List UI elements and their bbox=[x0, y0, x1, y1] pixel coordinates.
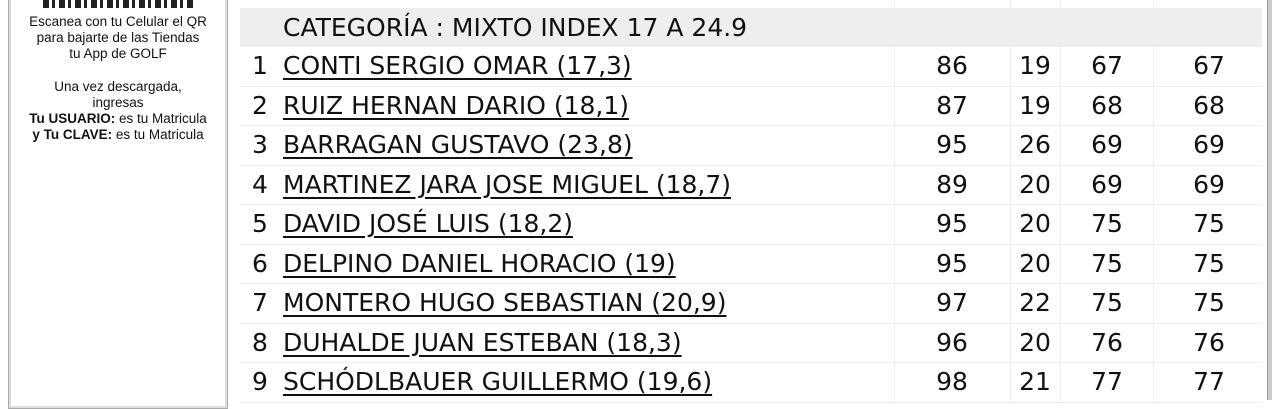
total-score: 75 bbox=[1193, 209, 1225, 238]
position: 4 bbox=[252, 169, 268, 199]
player-link[interactable]: BARRAGAN GUSTAVO (23,8) bbox=[283, 130, 633, 159]
position: 8 bbox=[252, 327, 268, 357]
position: 7 bbox=[252, 288, 268, 317]
gross-score: 87 bbox=[936, 90, 968, 120]
handicap: 20 bbox=[1019, 327, 1051, 357]
info-text: Una vez descargada, bbox=[54, 79, 182, 94]
net-score: 69 bbox=[1091, 130, 1123, 159]
table-row: 6 DELPINO DANIEL HORACIO (19) 95 20 75 75 bbox=[240, 245, 1262, 284]
table-row: 3 BARRAGAN GUSTAVO (23,8) 95 26 69 69 bbox=[240, 126, 1262, 166]
user-label: Tu USUARIO: bbox=[29, 111, 116, 126]
player-link[interactable]: CONTI SERGIO OMAR (17,3) bbox=[283, 51, 632, 80]
net-score: 75 bbox=[1091, 288, 1123, 317]
player-link[interactable]: MARTINEZ JARA JOSE MIGUEL (18,7) bbox=[283, 169, 731, 199]
total-score: 69 bbox=[1193, 169, 1225, 199]
net-score: 68 bbox=[1091, 90, 1123, 120]
handicap: 21 bbox=[1019, 367, 1051, 396]
results-table: CATEGORÍA : MIXTO INDEX 17 A 24.9 1 CONTI… bbox=[240, 0, 1262, 403]
gross-score: 89 bbox=[936, 169, 968, 199]
total-score: 76 bbox=[1193, 327, 1225, 357]
net-score: 69 bbox=[1091, 169, 1123, 199]
position: 2 bbox=[252, 90, 268, 120]
position: 1 bbox=[252, 51, 268, 80]
info-text: tu App de GOLF bbox=[69, 46, 167, 61]
table-row-partial bbox=[240, 0, 1262, 9]
position: 3 bbox=[252, 130, 268, 159]
info-text: ingresas bbox=[92, 95, 144, 110]
category-header: CATEGORÍA : MIXTO INDEX 17 A 24.9 bbox=[240, 9, 1262, 47]
gross-score: 95 bbox=[936, 130, 968, 159]
table-row: 5 DAVID JOSÉ LUIS (18,2) 95 20 75 75 bbox=[240, 205, 1262, 245]
gross-score: 95 bbox=[936, 248, 968, 278]
table-row: 1 CONTI SERGIO OMAR (17,3) 86 19 67 67 bbox=[240, 47, 1262, 87]
total-score: 75 bbox=[1193, 288, 1225, 317]
pass-label: y Tu CLAVE: bbox=[32, 127, 113, 142]
pass-info: y Tu CLAVE: es tu Matricula bbox=[9, 127, 227, 143]
info-text: Escanea con tu Celular el QR bbox=[29, 14, 207, 29]
handicap: 22 bbox=[1019, 288, 1051, 317]
gross-score: 96 bbox=[936, 327, 968, 357]
net-score: 75 bbox=[1091, 209, 1123, 238]
position: 6 bbox=[252, 248, 268, 278]
info-text: para bajarte de las Tiendas bbox=[36, 30, 200, 45]
total-score: 67 bbox=[1193, 51, 1225, 80]
handicap: 19 bbox=[1019, 90, 1051, 120]
player-link[interactable]: DELPINO DANIEL HORACIO (19) bbox=[283, 248, 676, 278]
table-row: 4 MARTINEZ JARA JOSE MIGUEL (18,7) 89 20 69 6… bbox=[240, 166, 1262, 205]
handicap: 20 bbox=[1019, 169, 1051, 199]
player-link[interactable]: RUIZ HERNAN DARIO (18,1) bbox=[283, 90, 629, 120]
total-score: 77 bbox=[1193, 367, 1225, 396]
user-text: es tu Matricula bbox=[115, 111, 207, 126]
gross-score: 98 bbox=[936, 367, 968, 396]
net-score: 75 bbox=[1091, 248, 1123, 278]
player-link[interactable]: MONTERO HUGO SEBASTIAN (20,9) bbox=[283, 288, 727, 317]
total-score: 75 bbox=[1193, 248, 1225, 278]
net-score: 76 bbox=[1091, 327, 1123, 357]
user-info: Tu USUARIO: es tu Matricula bbox=[9, 111, 227, 127]
table-row: 2 RUIZ HERNAN DARIO (18,1) 87 19 68 68 bbox=[240, 87, 1262, 126]
scrollbar[interactable] bbox=[1267, 0, 1272, 400]
player-link[interactable]: DAVID JOSÉ LUIS (18,2) bbox=[283, 209, 573, 238]
app-info-panel: Escanea con tu Celular el QR para bajart… bbox=[8, 0, 228, 409]
player-link[interactable]: DUHALDE JUAN ESTEBAN (18,3) bbox=[283, 327, 682, 357]
handicap: 19 bbox=[1019, 51, 1051, 80]
handicap: 20 bbox=[1019, 209, 1051, 238]
net-score: 67 bbox=[1091, 51, 1123, 80]
gross-score: 86 bbox=[936, 51, 968, 80]
pass-text: es tu Matricula bbox=[112, 127, 204, 142]
table-row: 7 MONTERO HUGO SEBASTIAN (20,9) 97 22 75 75 bbox=[240, 284, 1262, 324]
position: 5 bbox=[252, 209, 268, 238]
handicap: 20 bbox=[1019, 248, 1051, 278]
table-row: 8 DUHALDE JUAN ESTEBAN (18,3) 96 20 76 76 bbox=[240, 324, 1262, 363]
total-score: 68 bbox=[1193, 90, 1225, 120]
table-row: 9 SCHÓDLBAUER GUILLERMO (19,6) 98 21 77 77 bbox=[240, 363, 1262, 403]
gross-score: 95 bbox=[936, 209, 968, 238]
total-score: 69 bbox=[1193, 130, 1225, 159]
gross-score: 97 bbox=[936, 288, 968, 317]
handicap: 26 bbox=[1019, 130, 1051, 159]
net-score: 77 bbox=[1091, 367, 1123, 396]
qr-code bbox=[43, 0, 193, 8]
player-link[interactable]: SCHÓDLBAUER GUILLERMO (19,6) bbox=[283, 367, 713, 396]
position: 9 bbox=[252, 367, 268, 396]
